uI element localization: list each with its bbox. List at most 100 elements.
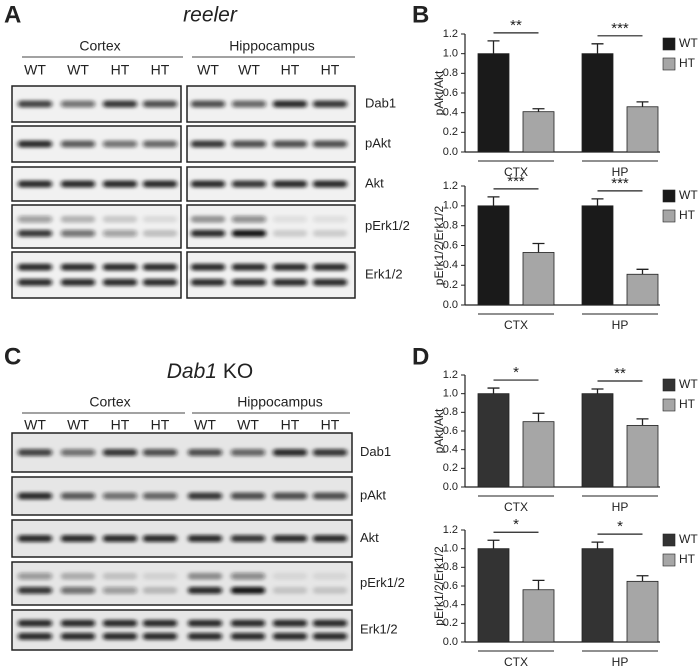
band [273,180,307,188]
bar [626,273,659,306]
band [143,619,177,627]
band [191,180,225,188]
bar [626,580,659,643]
significance-label: *** [611,175,629,192]
y-tick-label: 1.0 [443,200,458,212]
error-bar [636,101,649,107]
y-axis-label: pErk1/2/Erk1/2 [432,546,446,626]
error-bar [591,541,604,549]
band [188,492,222,500]
band [61,229,95,237]
row-label: Erk1/2 [360,621,398,636]
bar [581,53,614,153]
y-tick-label: 1.0 [443,48,458,60]
x-tick-label: CTX [504,500,528,514]
significance-label: * [513,516,519,533]
y-tick-label: 0.2 [443,279,458,291]
region-label: Cortex [89,394,130,410]
band [61,215,95,223]
blot-title: Dab1 KO [167,360,254,383]
y-tick-label: 0.4 [443,259,458,271]
legend-label: HT [679,56,696,70]
y-tick-label: 0.6 [443,87,458,99]
blot-box [11,204,182,249]
band [191,140,225,148]
lane-label: WT [67,62,89,78]
y-tick-label: 0.2 [443,126,458,138]
bar [477,205,510,306]
blot-box [11,561,353,606]
y-tick-label: 0.0 [443,481,458,493]
band [188,632,222,640]
legend-label: HT [679,397,696,411]
bar [626,106,659,153]
bands [18,619,347,640]
y-tick-label: 0.4 [443,444,458,456]
band [273,229,307,237]
band [273,586,307,594]
band [18,586,52,594]
band [61,492,95,500]
bands [18,263,347,286]
bands [18,215,347,237]
lane-label: WT [197,62,219,78]
error-bar [591,43,604,54]
band [143,278,177,286]
band [231,619,265,627]
legend-swatch [662,209,676,223]
band [61,535,95,542]
bands [18,572,347,594]
band [232,100,266,108]
band [313,535,347,542]
band [191,100,225,108]
band [103,100,137,108]
band [103,263,137,271]
lane-label: WT [67,417,89,433]
legend-label: WT [679,377,698,391]
significance-label: ** [510,17,522,34]
error-bar [532,412,545,422]
band [273,535,307,542]
band [232,263,266,271]
bar [477,53,510,153]
error-bar [532,242,545,253]
band [191,215,225,223]
x-tick-label: HP [612,318,629,332]
band [61,263,95,271]
legend-swatch [662,533,676,547]
band [273,632,307,640]
band [103,180,137,188]
band [61,572,95,580]
row-label: Erk1/2 [365,266,403,281]
row-label: Dab1 [360,444,391,459]
significance-label: * [513,364,519,381]
y-tick-label: 0.0 [443,146,458,158]
error-bar [487,387,500,394]
panel-label: C [4,343,21,370]
band [188,535,222,542]
band [143,572,177,580]
band [143,180,177,188]
error-bar [487,196,500,206]
band [313,492,347,500]
y-tick-label: 0.0 [443,299,458,311]
band [143,535,177,542]
band [191,278,225,286]
band [18,632,52,640]
bar [626,424,659,488]
band [232,140,266,148]
band [103,449,137,456]
bar [477,393,510,488]
bar [477,548,510,643]
band [313,449,347,456]
bands [18,140,347,148]
panel-label: A [4,1,21,28]
legend-label: HT [679,208,696,222]
lane-label: HT [281,417,300,433]
legend-label: WT [679,36,698,50]
band [103,586,137,594]
y-tick-label: 0.4 [443,599,458,611]
y-tick-label: 0.6 [443,425,458,437]
x-tick-label: CTX [504,318,528,332]
band [191,263,225,271]
